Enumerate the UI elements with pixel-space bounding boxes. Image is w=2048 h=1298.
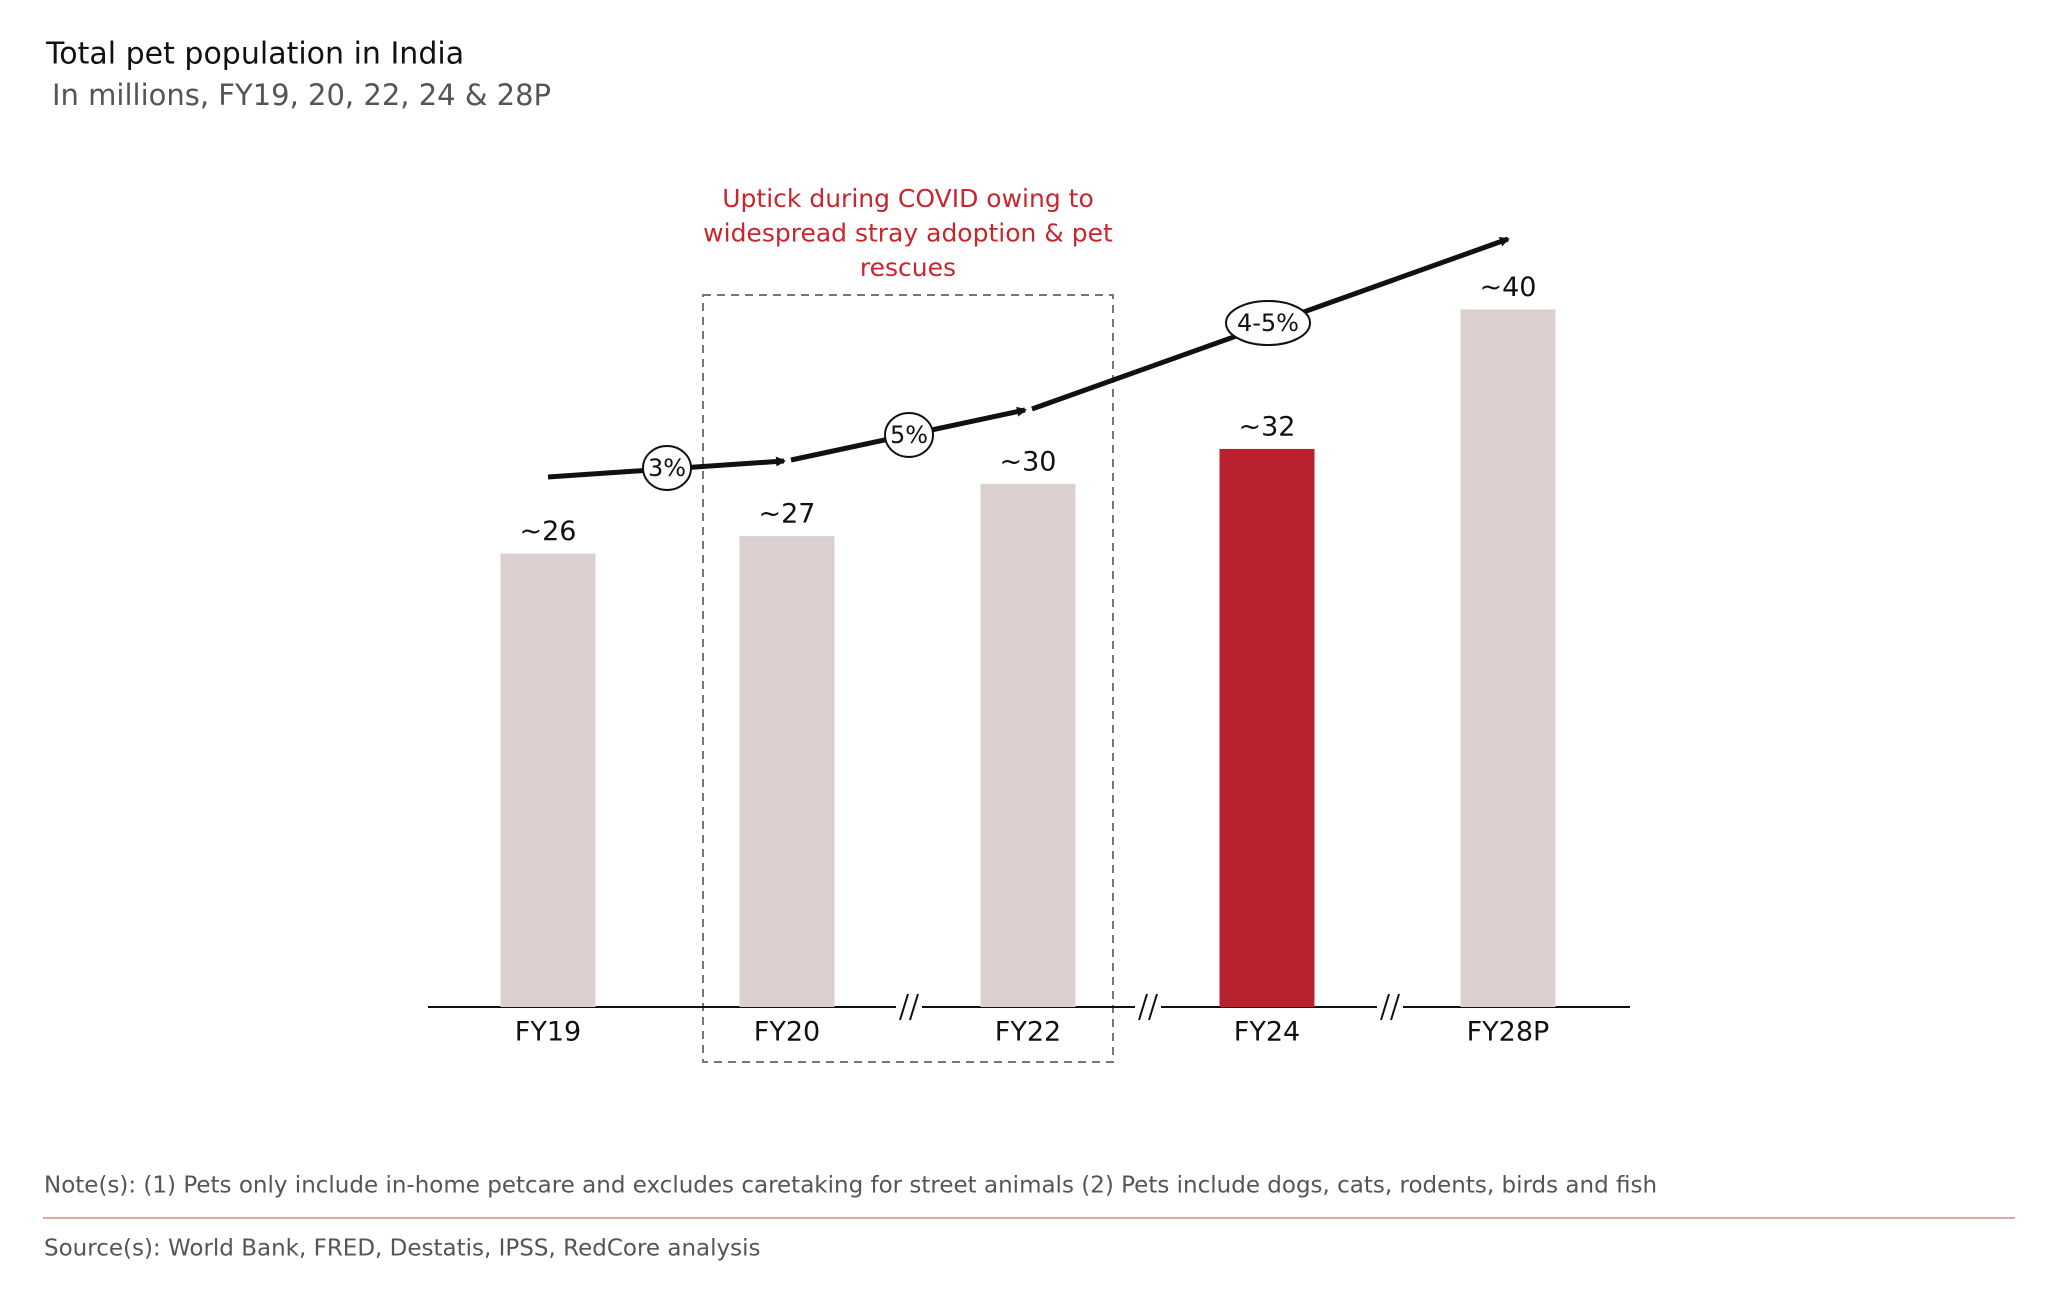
bar [739,536,835,1007]
chart-subtitle: In millions, FY19, 20, 22, 24 & 28P [52,78,551,112]
source: Source(s): World Bank, FRED, Destatis, I… [44,1236,760,1262]
bar [1219,448,1315,1007]
bar [1460,309,1556,1007]
growth-label: 3% [648,454,686,482]
annotation: widespread stray adoption & pet [703,219,1113,248]
growth-label: 5% [890,421,928,449]
bar [980,483,1076,1007]
x-tick-label: FY24 [1234,1017,1300,1048]
value-label: ~40 [1480,272,1537,303]
value-label: ~26 [520,516,577,547]
value-label: ~27 [759,499,816,530]
growth-arrows [547,236,1510,480]
annotation: rescues [860,253,956,282]
note: Note(s): (1) Pets only include in-home p… [44,1173,1657,1199]
growth-badge [1225,300,1311,346]
chart-title: Total pet population in India [45,37,464,72]
x-tick-label: FY28P [1467,1017,1550,1048]
growth-badge [642,445,692,491]
value-label: ~30 [1000,446,1057,477]
bar [500,553,596,1007]
x-tick-label: FY20 [754,1017,820,1048]
value-label: ~32 [1239,411,1296,442]
x-tick-label: FY19 [515,1017,581,1048]
annotation: Uptick during COVID owing to [722,184,1094,213]
growth-badge [884,412,934,458]
x-tick-label: FY22 [995,1017,1061,1048]
growth-label: 4-5% [1237,309,1299,337]
axis-breaks [896,993,1403,1021]
